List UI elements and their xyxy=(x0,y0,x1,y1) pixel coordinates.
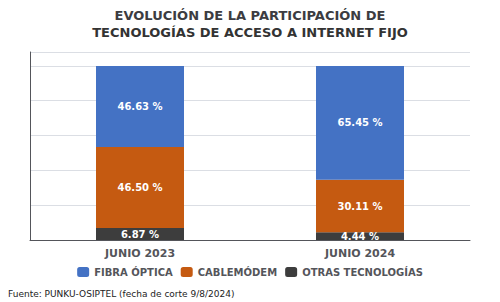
svg-text:Fuente: PUNKU-OSIPTEL (fecha d: Fuente: PUNKU-OSIPTEL (fecha de corte 9/… xyxy=(8,289,234,299)
svg-text:4.44 %: 4.44 % xyxy=(341,231,379,242)
svg-text:OTRAS TECNOLOGÍAS: OTRAS TECNOLOGÍAS xyxy=(302,266,423,278)
svg-text:JUNIO 2024: JUNIO 2024 xyxy=(324,247,395,260)
svg-text:30.11 %: 30.11 % xyxy=(337,201,382,212)
svg-text:JUNIO 2023: JUNIO 2023 xyxy=(104,247,175,260)
svg-text:65.45 %: 65.45 % xyxy=(337,117,382,128)
svg-text:46.50 %: 46.50 % xyxy=(117,182,162,193)
svg-text:TECNOLOGÍAS DE ACCESO A INTERN: TECNOLOGÍAS DE ACCESO A INTERNET FIJO xyxy=(92,25,408,40)
svg-text:46.63 %: 46.63 % xyxy=(117,101,162,112)
svg-text:EVOLUCIÓN DE LA PARTICIPACIÓN: EVOLUCIÓN DE LA PARTICIPACIÓN DE xyxy=(115,8,386,23)
svg-text:FIBRA ÓPTICA: FIBRA ÓPTICA xyxy=(94,266,173,278)
svg-text:6.87 %: 6.87 % xyxy=(121,229,159,240)
svg-text:CABLEMÓDEM: CABLEMÓDEM xyxy=(198,266,277,278)
